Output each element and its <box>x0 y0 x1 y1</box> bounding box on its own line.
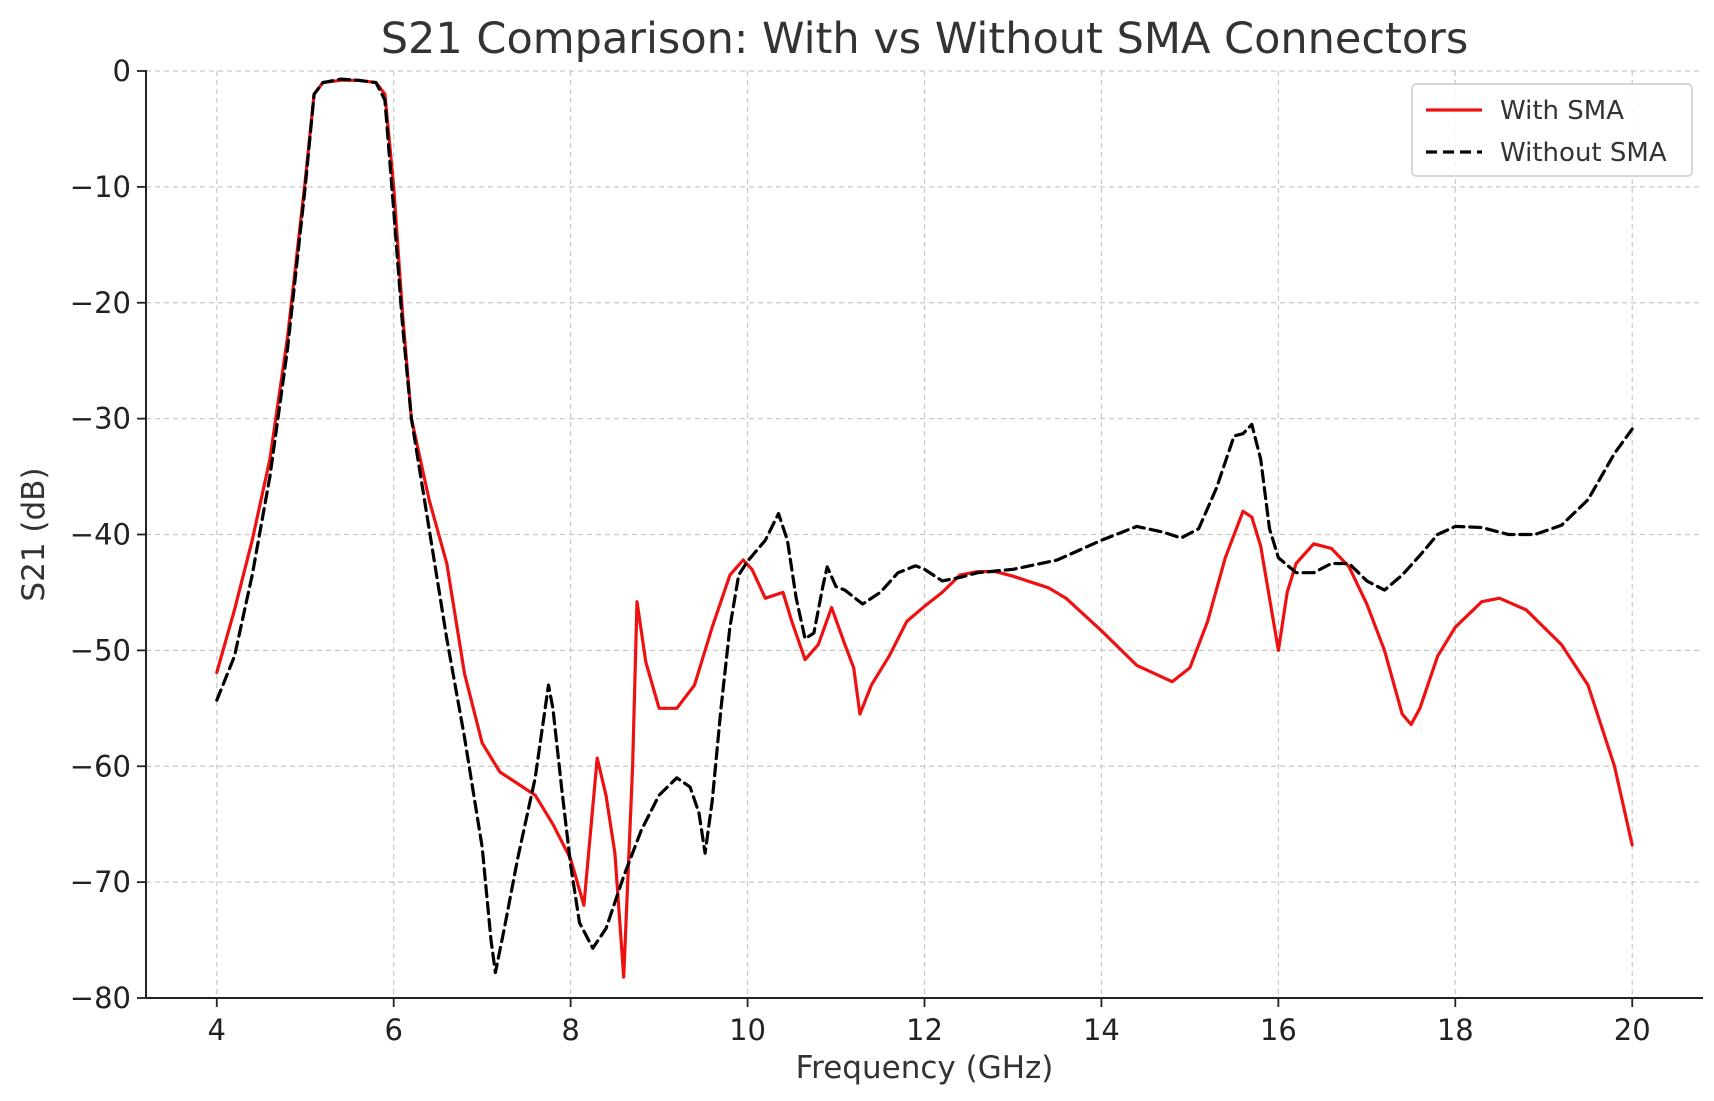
y-tick-label: −60 <box>70 749 131 783</box>
legend-label: Without SMA <box>1500 138 1667 168</box>
y-tick-label: −80 <box>70 981 131 1015</box>
legend: With SMA Without SMA <box>1411 83 1693 177</box>
series-line-with-sma <box>215 78 1634 979</box>
legend-label: With SMA <box>1500 96 1624 126</box>
y-tick-label: 0 <box>113 54 131 88</box>
x-tick-label: 10 <box>729 1013 766 1047</box>
series-line-without-sma <box>215 77 1634 975</box>
y-tick-label: −10 <box>70 170 131 204</box>
x-tick-label: 20 <box>1614 1013 1651 1047</box>
x-tick-label: 6 <box>384 1013 402 1047</box>
chart-title: S21 Comparison: With vs Without SMA Conn… <box>381 14 1469 64</box>
x-tick-label: 16 <box>1260 1013 1297 1047</box>
y-tick-label: −30 <box>70 402 131 436</box>
x-tick-label: 12 <box>906 1013 943 1047</box>
ticks: 4 6 8 10 12 14 16 18 20 0 −10 −20 −30 −40 −50 −60 −70 −80 <box>70 54 1651 1047</box>
grid-lines <box>146 70 1703 998</box>
y-axis-label: S21 (dB) <box>16 467 52 601</box>
y-tick-label: −20 <box>70 286 131 320</box>
x-tick-label: 14 <box>1083 1013 1120 1047</box>
series-layer <box>215 77 1634 979</box>
x-tick-label: 8 <box>561 1013 579 1047</box>
y-tick-label: −70 <box>70 865 131 899</box>
y-tick-label: −40 <box>70 518 131 552</box>
y-tick-label: −50 <box>70 633 131 667</box>
x-tick-label: 18 <box>1437 1013 1474 1047</box>
x-axis-label: Frequency (GHz) <box>796 1050 1054 1086</box>
x-tick-label: 4 <box>208 1013 226 1047</box>
